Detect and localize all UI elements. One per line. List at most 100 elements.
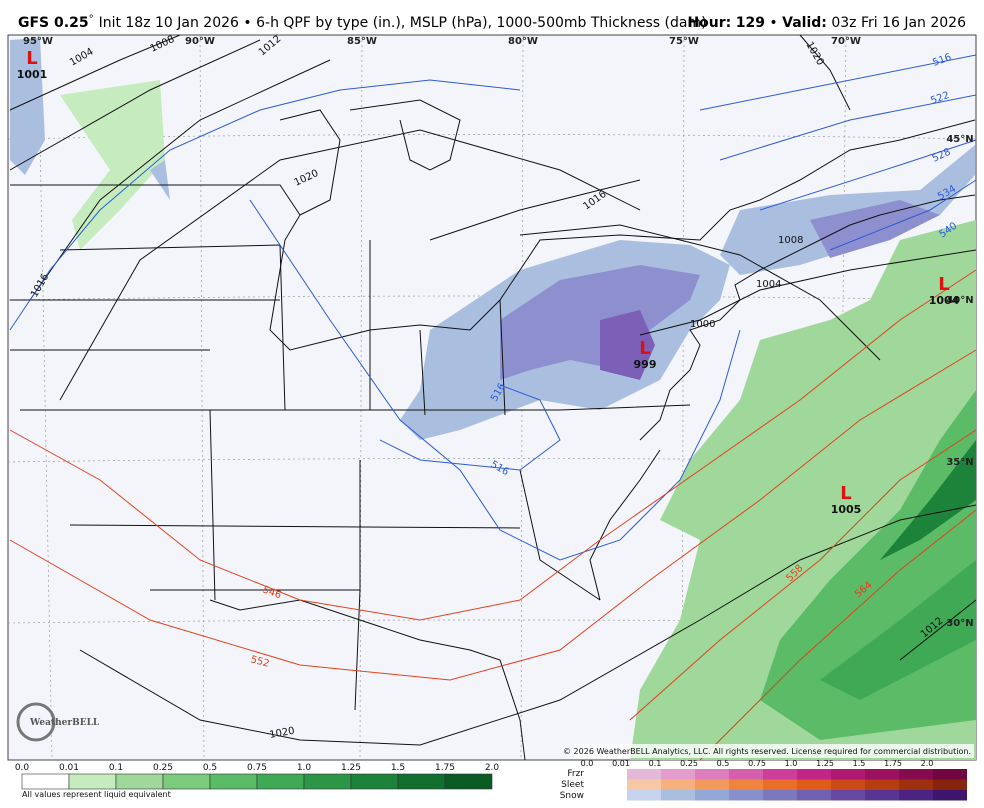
rain-tick-label: 1.75 xyxy=(435,763,455,773)
type-swatch xyxy=(831,779,865,790)
rain-swatch xyxy=(350,773,399,790)
rain-swatch xyxy=(209,773,258,790)
type-swatch xyxy=(899,779,933,790)
rain-tick-label: 0.75 xyxy=(247,763,267,773)
type-swatch xyxy=(797,769,831,780)
low-pressure: 1004 xyxy=(929,294,960,307)
type-label: Sleet xyxy=(561,780,584,790)
low-pressure: 999 xyxy=(634,358,657,371)
low-centers: L 1001 L 999 L 1004 L 1005 xyxy=(17,48,960,516)
init: Init 18z 10 Jan 2026 xyxy=(99,15,239,31)
type-tick-label: 2.0 xyxy=(921,759,934,768)
type-swatch xyxy=(865,769,899,780)
rain-swatch xyxy=(115,773,164,790)
low-symbol: L xyxy=(840,483,851,504)
valid: 03z Fri 16 Jan 2026 xyxy=(831,15,966,31)
type-tick-label: 0.01 xyxy=(612,759,630,768)
type-swatch xyxy=(763,779,797,790)
rain-tick-label: 0.5 xyxy=(203,763,217,773)
type-swatch xyxy=(797,790,831,801)
low-pressure: 1005 xyxy=(831,503,862,516)
longitude-label: 70°W xyxy=(831,36,861,47)
copyright: © 2026 WeatherBELL Analytics, LLC. All r… xyxy=(563,747,971,756)
longitude-label: 90°W xyxy=(185,36,215,47)
type-swatch xyxy=(933,790,967,801)
type-swatch xyxy=(695,779,729,790)
type-swatch xyxy=(627,769,661,780)
isobar-label: 1020 xyxy=(269,726,296,741)
type-tick-label: 1.25 xyxy=(816,759,834,768)
legend: All values represent liquid equivalent F… xyxy=(15,759,967,801)
type-swatch xyxy=(695,790,729,801)
type-swatch xyxy=(729,790,763,801)
logo-text: WeatherBELL xyxy=(29,718,100,728)
separator: • xyxy=(769,15,777,31)
type-tick-label: 0.1 xyxy=(649,759,662,768)
rain-tick-label: 1.25 xyxy=(341,763,361,773)
rain-swatch xyxy=(444,773,493,790)
logo: WeatherBELL xyxy=(16,702,100,742)
legend-note: All values represent liquid equivalent xyxy=(22,790,171,799)
latitude-labels: 45°N 40°N 35°N 30°N xyxy=(946,134,973,629)
type-swatch xyxy=(763,790,797,801)
rain-swatch xyxy=(256,773,305,790)
boundaries xyxy=(10,99,976,761)
latitude-label: 35°N xyxy=(946,457,973,468)
rain-tick-label: 0.25 xyxy=(153,763,173,773)
type-swatch xyxy=(865,779,899,790)
type-swatch xyxy=(661,790,695,801)
rain-swatch xyxy=(21,773,70,790)
type-swatch xyxy=(729,779,763,790)
isobar-label: 1008 xyxy=(778,235,803,246)
longitude-labels: 95°W 90°W 85°W 80°W 75°W 70°W xyxy=(23,36,861,47)
type-swatch xyxy=(729,769,763,780)
rain-tick-label: 0.1 xyxy=(109,763,123,773)
low-symbol: L xyxy=(26,48,37,69)
type-tick-label: 0.75 xyxy=(748,759,766,768)
type-swatch xyxy=(763,769,797,780)
type-swatch xyxy=(797,779,831,790)
type-swatch xyxy=(865,790,899,801)
type-label: Frzr xyxy=(567,769,584,779)
header-left: GFS 0.25° Init 18z 10 Jan 2026 • 6-h QPF … xyxy=(18,14,707,31)
rain-swatch xyxy=(162,773,211,790)
precipitation xyxy=(10,38,976,760)
low-pressure: 1001 xyxy=(17,68,48,81)
degree: ° xyxy=(89,14,94,25)
type-tick-label: 0.25 xyxy=(680,759,698,768)
type-swatch xyxy=(627,790,661,801)
type-swatch xyxy=(831,769,865,780)
warm-thickness xyxy=(9,269,977,761)
separator: • xyxy=(243,15,251,31)
type-tick-label: 1.0 xyxy=(785,759,798,768)
type-tick-label: 1.5 xyxy=(853,759,866,768)
map: 95°W 90°W 85°W 80°W 75°W 70°W 45°N 40°N … xyxy=(7,34,977,761)
copyright-box xyxy=(574,744,974,758)
hour-label: Hour: xyxy=(687,15,731,31)
type-swatch xyxy=(933,769,967,780)
longitude-label: 85°W xyxy=(347,36,377,47)
type-swatch xyxy=(899,769,933,780)
isobars xyxy=(9,34,977,746)
latitude-label: 45°N xyxy=(946,134,973,145)
valid-label: Valid: xyxy=(782,15,827,31)
rain-tick-label: 0.01 xyxy=(59,763,79,773)
rain-swatch xyxy=(68,773,117,790)
low-symbol: L xyxy=(639,338,650,359)
rain-tick-label: 2.0 xyxy=(485,763,500,773)
rain-tick-label: 0.0 xyxy=(15,763,30,773)
type-tick-label: 1.75 xyxy=(884,759,902,768)
isobar-label: 1000 xyxy=(690,319,715,330)
rain-swatch xyxy=(397,773,446,790)
thickness-label: 552 xyxy=(249,654,270,670)
hour: 129 xyxy=(736,15,765,31)
latitude-label: 30°N xyxy=(946,618,973,629)
rain-tick-label: 1.5 xyxy=(391,763,405,773)
isobar-label: 1004 xyxy=(756,279,781,290)
header-right: Hour: 129 • Valid: 03z Fri 16 Jan 2026 xyxy=(687,15,966,31)
rain-tick-label: 1.0 xyxy=(297,763,312,773)
type-swatch xyxy=(695,769,729,780)
type-swatch xyxy=(831,790,865,801)
model: GFS 0.25 xyxy=(18,15,89,31)
